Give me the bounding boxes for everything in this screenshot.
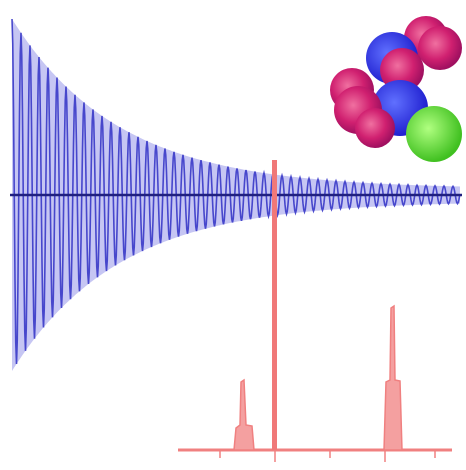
spectrum-ticks: [219, 450, 436, 462]
spectrum: [178, 160, 452, 462]
spectrum-peak: [383, 304, 403, 451]
fid-signal: [10, 18, 462, 371]
spectrum-peak: [233, 378, 255, 451]
atom: [355, 108, 395, 148]
fid-wave: [11, 18, 461, 365]
reference-line: [272, 160, 277, 450]
molecule: [330, 16, 462, 162]
atom: [380, 48, 424, 92]
atom: [418, 26, 462, 70]
atom: [406, 106, 462, 162]
